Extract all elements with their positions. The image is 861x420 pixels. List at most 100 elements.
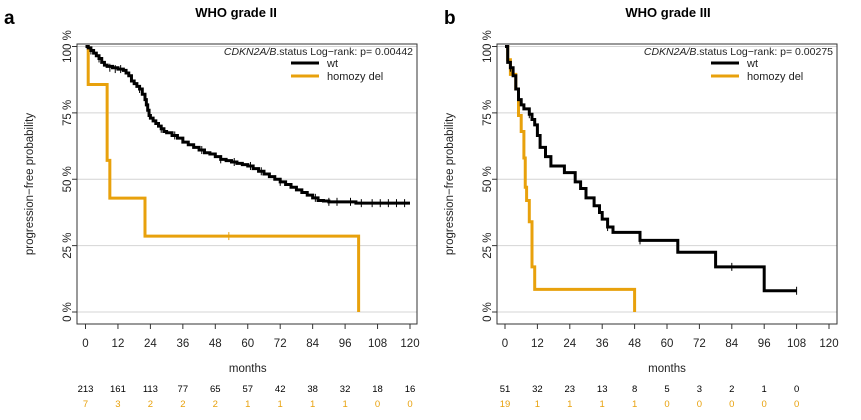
x-tick-label: 84 bbox=[725, 338, 738, 350]
risk-count-wt: 5 bbox=[664, 384, 669, 395]
logrank-text: .status Log−rank: p= 0.00442 bbox=[276, 46, 413, 58]
legend-label-homozy_del: homozy del bbox=[327, 71, 383, 83]
risk-count-homozy-del: 1 bbox=[632, 399, 637, 410]
risk-count-homozy-del: 2 bbox=[148, 399, 153, 410]
risk-count-wt: 3 bbox=[697, 384, 702, 395]
risk-count-homozy-del: 0 bbox=[762, 399, 767, 410]
risk-count-homozy-del: 0 bbox=[407, 399, 412, 410]
y-tick-label: 0 % bbox=[482, 302, 494, 322]
x-tick-label: 96 bbox=[758, 338, 771, 350]
risk-count-homozy-del: 1 bbox=[310, 399, 315, 410]
gene-name: CDKN2A/B bbox=[224, 46, 277, 58]
risk-count-homozy-del: 19 bbox=[500, 399, 511, 410]
risk-count-wt: 51 bbox=[500, 384, 511, 395]
risk-count-wt: 0 bbox=[794, 384, 799, 395]
legend-label-homozy_del: homozy del bbox=[747, 71, 803, 83]
x-tick-label: 24 bbox=[144, 338, 157, 350]
panel-label: b bbox=[444, 8, 456, 29]
y-tick-label: 25 % bbox=[62, 233, 74, 259]
risk-count-wt: 16 bbox=[405, 384, 416, 395]
chart-title: WHO grade II bbox=[195, 5, 277, 20]
risk-count-homozy-del: 1 bbox=[567, 399, 572, 410]
y-tick-label: 25 % bbox=[482, 233, 494, 259]
chart-title: WHO grade III bbox=[625, 5, 710, 20]
x-tick-label: 72 bbox=[274, 338, 287, 350]
x-axis-title: months bbox=[648, 363, 686, 375]
risk-count-homozy-del: 0 bbox=[375, 399, 380, 410]
risk-count-wt: 8 bbox=[632, 384, 637, 395]
x-tick-label: 48 bbox=[209, 338, 222, 350]
x-tick-label: 24 bbox=[563, 338, 576, 350]
x-tick-label: 48 bbox=[628, 338, 641, 350]
risk-count-wt: 161 bbox=[110, 384, 126, 395]
risk-count-homozy-del: 1 bbox=[278, 399, 283, 410]
x-tick-label: 120 bbox=[819, 338, 838, 350]
x-tick-label: 60 bbox=[661, 338, 674, 350]
km-curve-wt bbox=[505, 45, 797, 293]
x-axis-title: months bbox=[229, 363, 267, 375]
y-tick-label: 0 % bbox=[62, 302, 74, 322]
risk-count-wt: 77 bbox=[178, 384, 189, 395]
logrank-text: .status Log−rank: p= 0.00275 bbox=[696, 46, 833, 58]
risk-count-wt: 213 bbox=[78, 384, 94, 395]
x-tick-label: 12 bbox=[531, 338, 544, 350]
plot-frame bbox=[496, 43, 838, 325]
y-tick-label: 100 % bbox=[482, 30, 494, 63]
logrank-annotation: CDKN2A/B.status Log−rank: p= 0.00275 bbox=[644, 46, 833, 58]
risk-count-wt: 23 bbox=[565, 384, 576, 395]
legend-label-wt: wt bbox=[746, 58, 758, 70]
gene-name: CDKN2A/B bbox=[644, 46, 697, 58]
risk-count-wt: 113 bbox=[143, 384, 158, 395]
risk-count-homozy-del: 7 bbox=[83, 399, 88, 410]
x-tick-label: 120 bbox=[400, 338, 419, 350]
risk-count-homozy-del: 0 bbox=[794, 399, 799, 410]
risk-count-homozy-del: 0 bbox=[664, 399, 669, 410]
km-curve-homozy_del bbox=[505, 45, 637, 312]
risk-count-wt: 18 bbox=[372, 384, 383, 395]
y-axis-title: progression−free probability bbox=[444, 113, 456, 255]
x-tick-label: 0 bbox=[502, 338, 508, 350]
x-tick-label: 108 bbox=[368, 338, 387, 350]
x-tick-label: 72 bbox=[693, 338, 706, 350]
y-tick-label: 75 % bbox=[62, 100, 74, 126]
risk-count-homozy-del: 1 bbox=[600, 399, 605, 410]
risk-table: 213 161 113 77 65 57 42 38 32 18 167 3 2 2 2 1 1 1 1 0 0 bbox=[78, 384, 416, 410]
x-tick-label: 36 bbox=[596, 338, 609, 350]
x-tick-label: 36 bbox=[176, 338, 189, 350]
panel-a: a WHO grade II0 %25 %50 %75 %100 %0 12 24 36… bbox=[4, 5, 420, 410]
km-curve-homozy_del bbox=[85, 45, 361, 312]
risk-count-homozy-del: 2 bbox=[213, 399, 218, 410]
y-tick-label: 100 % bbox=[62, 30, 74, 63]
risk-count-homozy-del: 1 bbox=[535, 399, 540, 410]
y-tick-label: 75 % bbox=[482, 100, 494, 126]
x-tick-label: 0 bbox=[82, 338, 88, 350]
legend-label-wt: wt bbox=[326, 58, 338, 70]
risk-count-homozy-del: 1 bbox=[342, 399, 347, 410]
y-tick-label: 50 % bbox=[62, 166, 74, 192]
panel-label: a bbox=[4, 8, 15, 29]
risk-count-homozy-del: 0 bbox=[697, 399, 702, 410]
risk-table: 51 32 23 13 8 5 3 2 1 019 1 1 1 1 0 0 0 0 0 bbox=[500, 384, 800, 410]
risk-count-homozy-del: 0 bbox=[729, 399, 734, 410]
risk-count-wt: 2 bbox=[729, 384, 734, 395]
x-tick-label: 96 bbox=[339, 338, 352, 350]
risk-count-homozy-del: 1 bbox=[245, 399, 250, 410]
risk-count-homozy-del: 2 bbox=[180, 399, 185, 410]
y-axis-title: progression−free probability bbox=[24, 113, 36, 255]
x-tick-label: 108 bbox=[787, 338, 806, 350]
risk-count-wt: 42 bbox=[275, 384, 286, 395]
risk-count-wt: 1 bbox=[762, 384, 767, 395]
plot-frame bbox=[76, 43, 418, 325]
risk-count-wt: 38 bbox=[307, 384, 318, 395]
risk-count-wt: 13 bbox=[597, 384, 608, 395]
risk-count-wt: 57 bbox=[242, 384, 253, 395]
x-tick-label: 60 bbox=[241, 338, 254, 350]
x-tick-label: 12 bbox=[112, 338, 125, 350]
logrank-annotation: CDKN2A/B.status Log−rank: p= 0.00442 bbox=[224, 46, 413, 58]
risk-count-homozy-del: 3 bbox=[115, 399, 120, 410]
risk-count-wt: 32 bbox=[532, 384, 543, 395]
